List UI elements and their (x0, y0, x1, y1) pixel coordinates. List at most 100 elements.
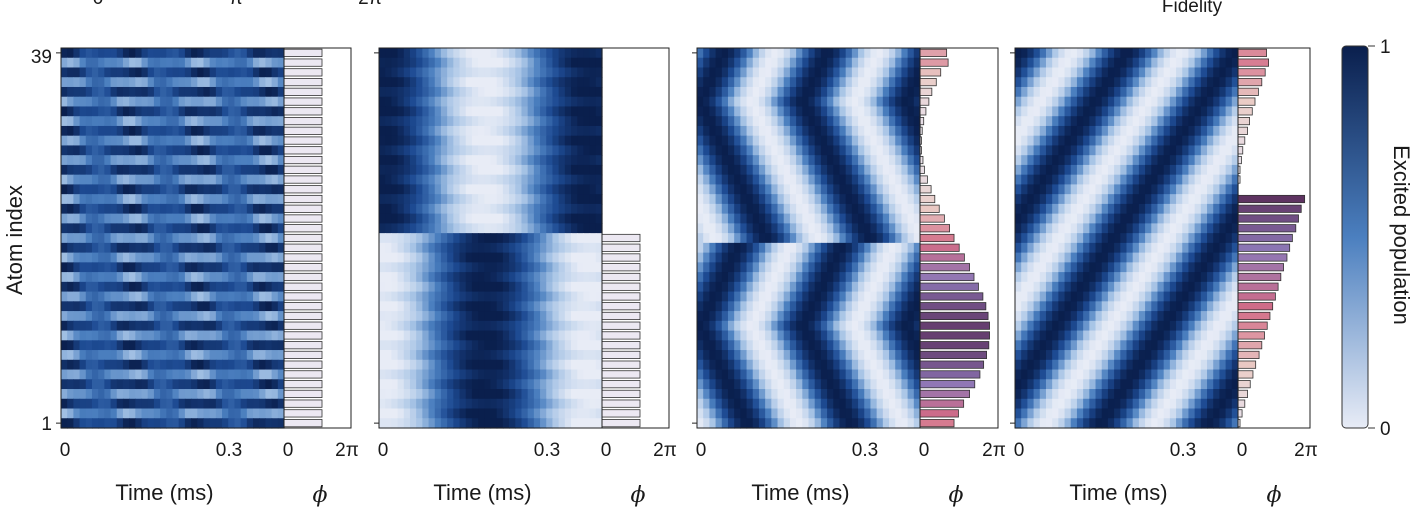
heatmap-cell (197, 203, 205, 215)
heatmap-cell (203, 125, 211, 137)
heatmap-cell (752, 379, 760, 390)
heatmap-cell (882, 164, 890, 176)
heatmap-cell (839, 213, 847, 224)
phi-tick-2pi: 2π (335, 440, 359, 461)
heatmap-cell (61, 155, 68, 166)
heatmap-cell (379, 184, 386, 195)
heatmap-cell (85, 320, 93, 332)
heatmap-cell (913, 155, 921, 166)
heatmap-cell (715, 223, 723, 234)
heatmap-cell (172, 320, 180, 332)
heatmap-cell (1076, 116, 1084, 127)
phase-bar (283, 68, 323, 77)
heatmap-cell (79, 311, 87, 322)
heatmap-cell (833, 164, 841, 176)
heatmap-cell (758, 96, 766, 108)
heatmap-cell (135, 281, 143, 293)
heatmap-cell (552, 48, 560, 59)
heatmap-cell (1169, 86, 1177, 98)
heatmap-cell (721, 359, 729, 371)
heatmap-cell (434, 194, 442, 205)
heatmap-cell (796, 311, 803, 322)
heatmap-cell (184, 320, 192, 332)
heatmap-cell (502, 106, 510, 117)
heatmap-cell (203, 155, 211, 166)
heatmap-cell (141, 330, 149, 341)
heatmap-cell (814, 155, 822, 166)
heatmap-cell (1194, 48, 1202, 59)
heatmap-cell (709, 145, 717, 156)
heatmap-cell (129, 301, 136, 312)
heatmap-cell (397, 233, 405, 244)
heatmap-cell (783, 48, 791, 59)
heatmap-cell (721, 213, 729, 224)
heatmap-cell (889, 389, 896, 400)
heatmap-cell (740, 203, 748, 215)
heatmap-cell (271, 194, 279, 205)
heatmap-cell (253, 320, 260, 332)
heatmap-cell (61, 48, 68, 59)
heatmap-cell (79, 291, 87, 302)
heatmap-cell (571, 135, 578, 147)
heatmap-cell (564, 281, 572, 293)
heatmap-cell (765, 203, 772, 215)
heatmap-cell (1138, 106, 1146, 117)
heatmap-cell (85, 155, 93, 166)
heatmap-cell (1219, 164, 1227, 176)
heatmap-cell (564, 145, 572, 156)
heatmap-cell (771, 272, 779, 283)
heatmap-cell (484, 67, 492, 78)
heatmap-cell (228, 213, 236, 224)
heatmap-cell (814, 398, 822, 410)
heatmap-cell (577, 369, 585, 380)
heatmap-cell (265, 291, 273, 302)
heatmap-cell (1151, 203, 1159, 215)
heatmap-cell (465, 301, 473, 312)
heatmap-cell (379, 379, 386, 390)
heatmap-cell (1058, 155, 1066, 166)
heatmap-cell (403, 145, 411, 156)
heatmap-cell (583, 184, 591, 195)
heatmap-cell (552, 398, 560, 410)
heatmap-cell (521, 330, 529, 341)
heatmap-cell (515, 213, 523, 224)
heatmap-cell (434, 301, 442, 312)
heatmap-cell (1163, 203, 1171, 215)
heatmap-cell (447, 77, 454, 88)
heatmap-cell (209, 389, 217, 400)
heatmap-cell (913, 106, 921, 117)
heatmap-cell (129, 194, 136, 205)
heatmap-cell (409, 252, 417, 263)
heatmap-cell (104, 359, 112, 371)
heatmap-cell (765, 350, 772, 361)
heatmap-cell (153, 359, 161, 371)
heatmap-cell (453, 86, 461, 98)
heatmap-cell (1132, 116, 1140, 127)
phase-bar (919, 58, 949, 67)
phase-bar (919, 194, 936, 204)
heatmap-cell (509, 320, 516, 332)
heatmap-cell (839, 389, 847, 400)
heatmap-cell (858, 291, 865, 302)
heatmap-cell (459, 145, 467, 156)
heatmap-cell (147, 106, 155, 117)
heatmap-cell (577, 398, 585, 410)
heatmap-cell (484, 106, 492, 117)
heatmap-cell (895, 291, 903, 302)
heatmap-cell (509, 350, 516, 361)
heatmap-cell (416, 77, 423, 88)
heatmap-cell (203, 379, 211, 390)
heatmap-cell (540, 252, 547, 263)
heatmap-cell (1182, 155, 1190, 166)
heatmap-cell (839, 369, 847, 380)
heatmap-cell (490, 262, 498, 273)
heatmap-cell (1169, 116, 1177, 127)
heatmap-cell (765, 106, 772, 117)
heatmap-cell (1027, 203, 1035, 215)
heatmap-cell (191, 320, 198, 332)
heatmap-cell (447, 67, 454, 78)
heatmap-cell (1083, 174, 1090, 186)
heatmap-cell (521, 369, 529, 380)
heatmap-cell (1101, 48, 1109, 59)
heatmap-cell (1064, 184, 1072, 195)
